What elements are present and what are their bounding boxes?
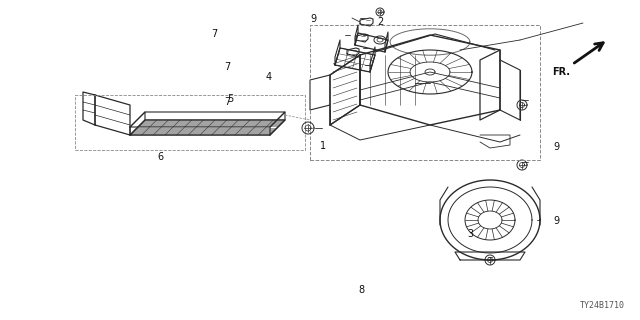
Text: 4: 4 [266,72,272,82]
Text: FR.: FR. [552,67,570,76]
Text: 1: 1 [320,140,326,151]
Text: 3: 3 [467,228,474,239]
Text: 7: 7 [224,97,230,108]
Text: 5: 5 [227,94,234,104]
Text: 2: 2 [378,17,384,28]
Text: 6: 6 [157,152,163,162]
Text: 9: 9 [554,142,560,152]
Text: 7: 7 [211,28,218,39]
Text: 7: 7 [224,62,230,72]
Text: 9: 9 [310,14,317,24]
Text: TY24B1710: TY24B1710 [580,301,625,310]
Text: 8: 8 [358,284,365,295]
Text: 9: 9 [554,216,560,226]
